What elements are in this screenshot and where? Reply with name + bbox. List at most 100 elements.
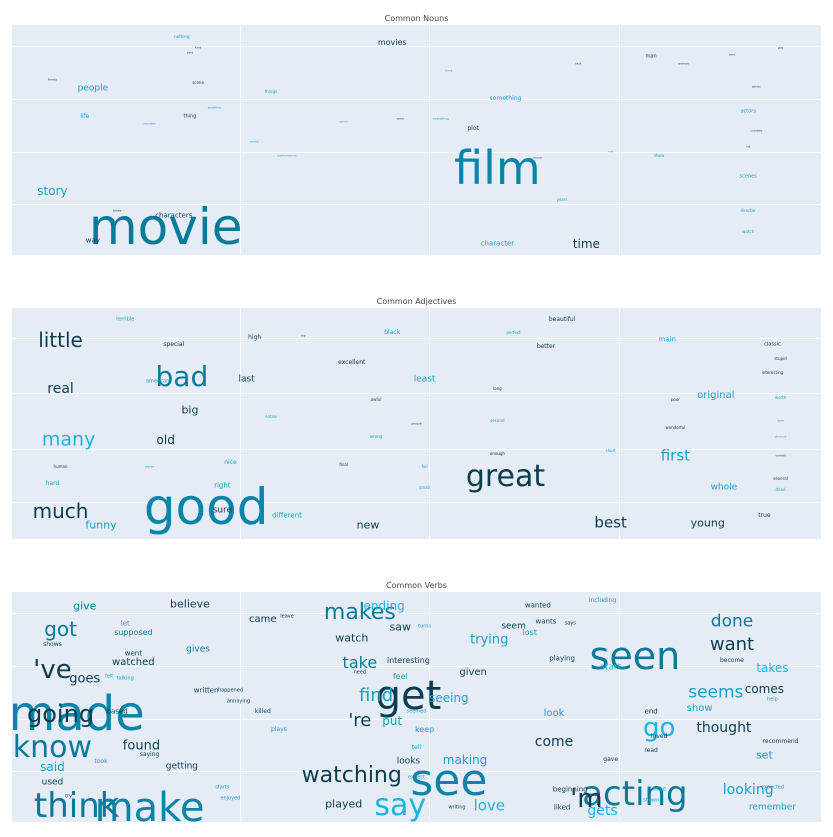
word-little: little	[38, 328, 83, 353]
word-turns: turns	[418, 623, 432, 629]
word-written: written	[193, 686, 219, 695]
word-enough: enough	[489, 450, 505, 456]
word-ending: ending	[363, 598, 405, 613]
word-seen: seen	[589, 634, 681, 679]
word-leave: leave	[280, 613, 294, 620]
word-end: end	[644, 707, 658, 716]
word-book: book	[445, 68, 453, 73]
word-says: says	[564, 620, 576, 627]
word-human: human	[53, 464, 68, 470]
word-start: start	[600, 662, 622, 673]
word-everything: everything	[432, 116, 449, 121]
word-starts: starts	[215, 784, 230, 790]
word-shows: shows	[43, 640, 62, 648]
word-make: make	[94, 785, 205, 822]
word-took: took	[94, 758, 108, 766]
word-people: people	[411, 421, 422, 425]
word-old: old	[156, 432, 175, 447]
word-bad: bad	[155, 360, 209, 394]
word-watch: watch	[742, 229, 755, 234]
word-enjoyed: enjoyed	[220, 795, 241, 802]
grid-line-horizontal	[12, 393, 821, 395]
word-become: become	[719, 657, 745, 664]
word-came: came	[249, 613, 277, 625]
word-thought: thought	[696, 719, 752, 736]
grid-line-horizontal	[12, 338, 821, 340]
word-plot: plot	[467, 124, 479, 132]
word-plays: plays	[271, 726, 287, 733]
word-lot: lot	[746, 144, 751, 149]
word-full: full	[421, 464, 428, 470]
word-get: get	[375, 672, 442, 719]
grid-line-horizontal	[12, 502, 821, 504]
word-writing: writing	[448, 804, 466, 811]
word-wonderful: wonderful	[665, 425, 686, 431]
word-need: need	[353, 669, 367, 675]
word-looks: looks	[396, 756, 421, 767]
word-gets: gets	[587, 802, 618, 819]
panel-nouns: movie film story time movies people characters…	[12, 25, 821, 255]
grid-line-vertical	[429, 592, 431, 822]
word-comes: comes	[744, 681, 784, 696]
word-think: think	[33, 785, 120, 822]
word-much: much	[32, 499, 89, 524]
word-try: try	[65, 793, 73, 800]
word-way: way	[85, 236, 100, 245]
word-scenes: scenes	[739, 173, 757, 180]
word-done: done	[710, 611, 754, 632]
word-entire: entire	[265, 413, 277, 419]
word-series: series	[751, 84, 761, 89]
grid-line-horizontal	[12, 45, 821, 47]
word-end: end	[729, 52, 735, 57]
panel-title-adjectives: Common Adjectives	[376, 297, 457, 306]
grid-line-vertical	[618, 308, 620, 539]
grid-line-horizontal	[12, 718, 821, 720]
word-american: american	[145, 378, 170, 385]
word-annoying: annoying	[226, 698, 251, 705]
word-let: let	[120, 619, 130, 628]
word-character: character	[480, 239, 515, 247]
word-m: 'm	[570, 784, 603, 814]
word-loved: loved	[650, 732, 668, 740]
word-re: 're	[348, 709, 372, 731]
word-believe: believe	[170, 597, 210, 610]
word-film: film	[454, 140, 541, 195]
word-special: special	[163, 340, 185, 348]
word-story: story	[37, 183, 68, 198]
word-worth: worth	[774, 395, 787, 401]
word-final: final	[339, 462, 348, 468]
word-movies: movies	[377, 38, 407, 48]
word-fact: fact	[575, 61, 582, 66]
word-minutes: minutes	[143, 121, 156, 126]
word-able: able	[777, 418, 784, 423]
word-director: director	[740, 208, 756, 214]
word-black: black	[384, 329, 401, 337]
word-short: short	[605, 448, 616, 454]
word-long: long	[493, 385, 502, 391]
word-obvious: obvious	[774, 434, 787, 439]
grid-line-horizontal	[12, 665, 821, 667]
word-interesting: interesting	[386, 656, 430, 665]
word-getting: getting	[165, 761, 198, 772]
word-interesting: interesting	[761, 369, 784, 375]
word-last: last	[238, 374, 255, 385]
word-lost: lost	[522, 628, 537, 638]
word-part: part	[186, 50, 194, 55]
word-right: right	[214, 481, 231, 490]
word-trying: trying	[470, 632, 509, 648]
word-wanted: wanted	[524, 601, 551, 610]
word-classic: classic	[764, 341, 781, 348]
word-thing: thing	[183, 113, 197, 120]
word-takes: takes	[756, 660, 789, 675]
word-big: big	[181, 403, 199, 417]
word-people: people	[77, 83, 109, 94]
word-tell: tell	[411, 744, 422, 752]
word-seem: seem	[501, 621, 526, 631]
word-want: want	[709, 633, 755, 655]
word-music: music	[533, 155, 543, 160]
word-original: original	[697, 389, 735, 401]
word-sure: sure	[212, 505, 233, 516]
panel-title-verbs: Common Verbs	[386, 581, 447, 590]
word-found: found	[122, 738, 161, 754]
word-scene: scene	[192, 79, 204, 85]
